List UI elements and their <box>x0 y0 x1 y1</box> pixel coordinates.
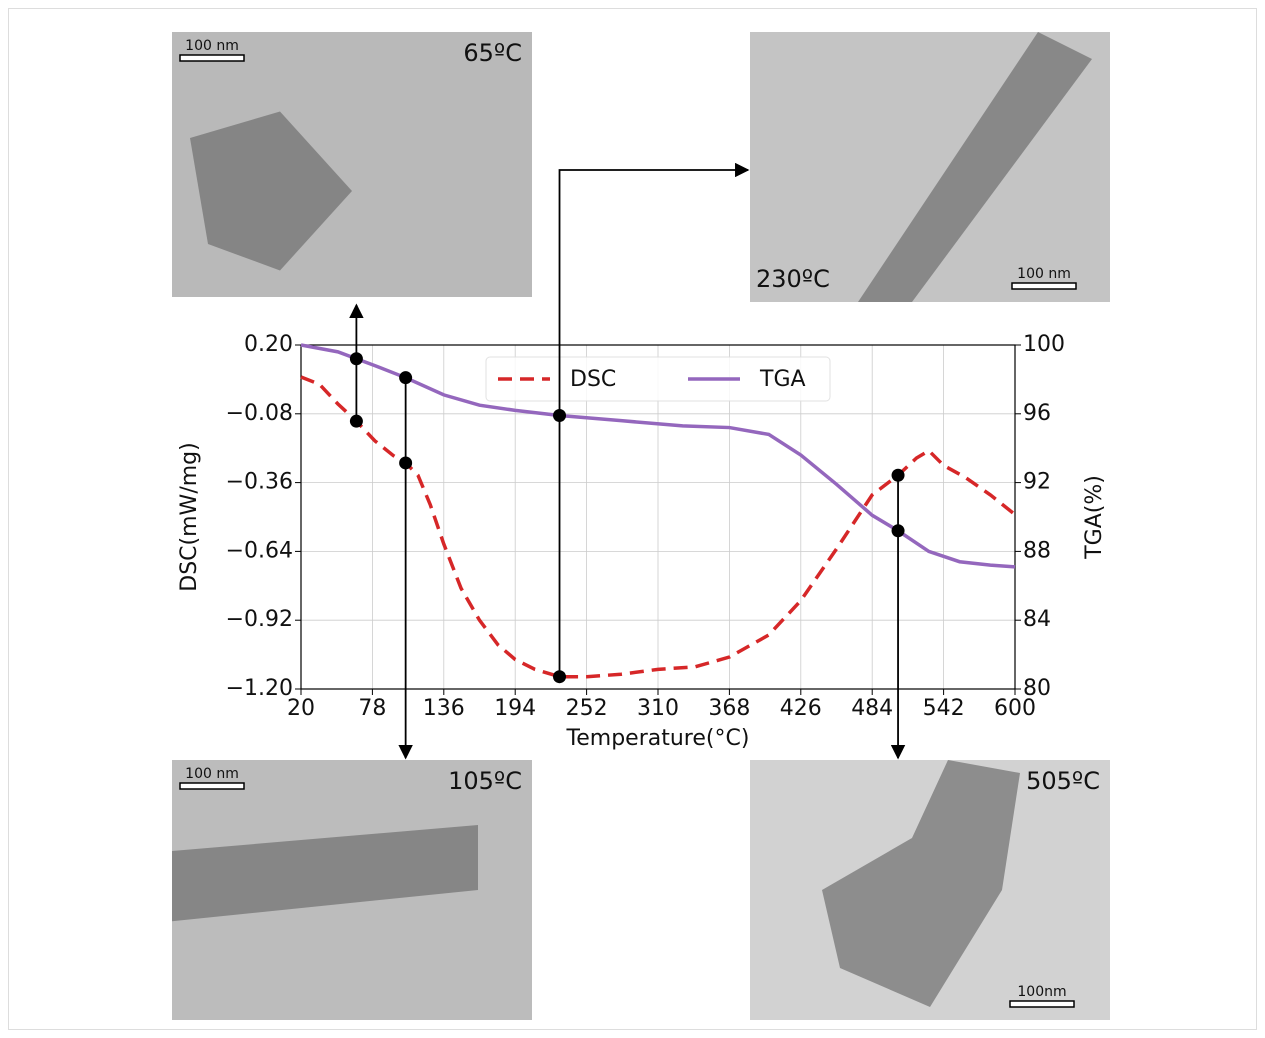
scale-label: 100 nm <box>185 38 239 54</box>
image-label: 505ºC <box>1026 767 1100 795</box>
scale-bar <box>1011 282 1077 290</box>
marker-dot <box>349 414 363 428</box>
marker-dot <box>553 670 567 684</box>
y2-tick-label: 92 <box>1023 470 1051 495</box>
image-feature <box>172 825 478 922</box>
legend-label: TGA <box>759 367 806 392</box>
marker-dot <box>553 409 567 423</box>
data-line <box>300 343 1016 569</box>
arrow <box>558 162 750 677</box>
plot-frame <box>300 344 1016 690</box>
x-tick-label: 310 <box>637 696 679 721</box>
y2-tick-label: 84 <box>1023 607 1051 632</box>
scale-bar <box>179 782 245 790</box>
scale-label: 100nm <box>1017 984 1066 1000</box>
scale-label: 100 nm <box>185 766 239 782</box>
image-label: 65ºC <box>463 39 522 67</box>
marker-dot <box>891 524 905 538</box>
y2-tick-label: 88 <box>1023 538 1051 563</box>
y-tick-label: −0.36 <box>226 470 293 495</box>
micrograph: 505ºC 100nm <box>750 760 1110 1020</box>
scale-label: 100 nm <box>1017 266 1071 282</box>
marker-dot <box>399 371 413 385</box>
x-tick-label: 426 <box>780 696 822 721</box>
y-axis-label: DSC(mW/mg) <box>177 442 202 591</box>
x-tick-label: 136 <box>423 696 465 721</box>
y2-tick-label: 80 <box>1023 676 1051 701</box>
x-tick-label: 600 <box>994 696 1036 721</box>
micrograph: 65ºC 100 nm <box>172 32 532 297</box>
y2-tick-label: 100 <box>1023 332 1065 357</box>
x-axis-label: Temperature(°C) <box>566 726 750 751</box>
y-tick-label: −0.08 <box>226 401 293 426</box>
y-tick-label: −1.20 <box>226 676 293 701</box>
x-tick-label: 484 <box>851 696 893 721</box>
legend-box <box>485 356 831 402</box>
scale-bar <box>1009 1000 1075 1008</box>
marker-dot <box>891 468 905 482</box>
scale-bar <box>179 54 245 62</box>
image-feature <box>822 760 1020 1007</box>
marker-dot <box>399 456 413 470</box>
image-label: 230ºC <box>756 265 830 293</box>
micrograph: 230ºC 100 nm <box>750 32 1110 302</box>
x-tick-label: 542 <box>923 696 965 721</box>
x-tick-label: 368 <box>708 696 750 721</box>
y2-tick-label: 96 <box>1023 401 1051 426</box>
micrograph: 105ºC 100 nm <box>172 760 532 1020</box>
image-feature <box>858 32 1092 302</box>
marker-dot <box>349 352 363 366</box>
x-tick-label: 20 <box>287 696 315 721</box>
x-tick-label: 194 <box>494 696 536 721</box>
legend: DSC TGA <box>485 356 831 402</box>
x-tick-label: 252 <box>566 696 608 721</box>
frame <box>8 8 1257 1030</box>
image-label: 105ºC <box>448 767 522 795</box>
y-tick-label: −0.92 <box>226 607 293 632</box>
image-feature <box>190 111 352 271</box>
y-tick-label: −0.64 <box>226 538 293 563</box>
x-tick-label: 78 <box>358 696 386 721</box>
y2-axis-label: TGA(%) <box>1082 475 1107 560</box>
data-line <box>300 375 1017 679</box>
legend-label: DSC <box>570 367 616 392</box>
y-tick-label: 0.20 <box>244 332 293 357</box>
